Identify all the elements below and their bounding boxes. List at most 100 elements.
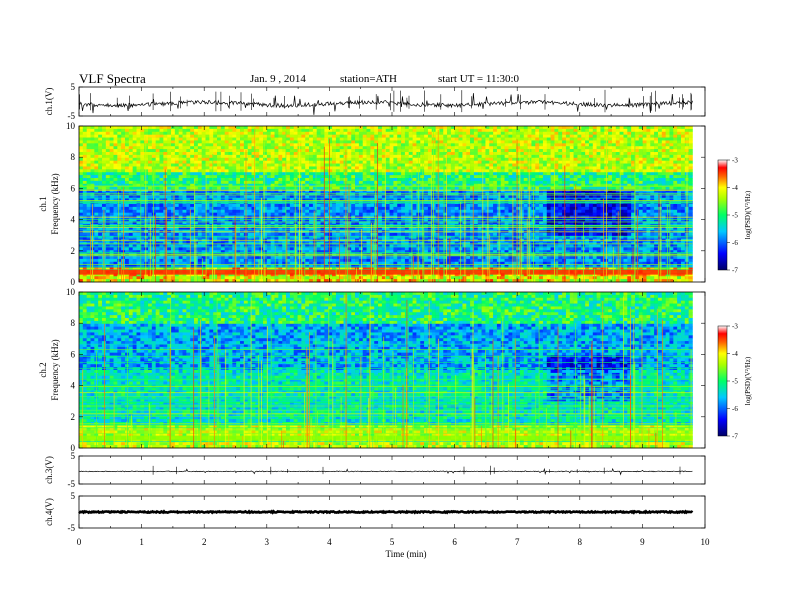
spectrogram-cell [251,134,256,138]
spectrogram-cell [404,178,410,182]
spectrogram-cell [167,244,172,248]
spectrogram-cell [335,244,341,248]
spectrogram-cell [401,258,406,263]
spectrogram-cell [197,247,202,251]
spectrogram-cell [347,131,352,135]
spectrogram-cell [105,166,110,170]
spectrogram-cell [243,146,248,150]
spectrogram-cell [125,198,130,202]
spectrogram-cell [220,189,225,193]
spectrogram-cell [404,160,410,164]
spectrogram-cell [266,221,272,225]
spectrogram-cell [305,247,310,251]
spectrogram-cell [155,256,160,260]
spectrogram-cell [171,209,176,213]
spectrogram-cell [378,247,383,251]
spectrogram-cell [420,180,425,185]
spectrogram-cell [366,256,371,260]
spectrogram-cell [362,218,367,222]
spectrogram-cell [404,250,410,254]
spectrogram-cell [232,172,237,176]
spectrogram-cell [174,126,179,130]
spectrogram-cell [205,137,210,141]
spectrogram-cell [94,264,99,268]
spectrogram-cell [324,178,329,182]
spectrogram-cell [209,218,214,222]
spectrogram-cell [151,152,156,156]
spectrogram-cell [362,172,367,176]
spectrogram-cell [259,131,264,135]
spectrogram-cell [151,227,156,231]
spectrogram-cell [144,195,149,199]
spectrogram-cell [393,183,398,187]
spectrogram-cell [320,134,325,138]
spectrogram-cell [424,195,429,199]
spectrogram-cell [82,160,87,164]
spectrogram-cell [420,256,425,260]
spectrogram-cell [328,137,333,141]
spectrogram-cell [209,227,214,231]
spectrogram-cell [320,180,325,185]
spectrogram-cell [282,247,287,251]
spectrogram-cell [347,149,352,153]
spectrogram-cell [370,169,375,173]
spectrogram-cell [289,131,295,135]
spectrogram-cell [186,279,191,283]
spectrogram-cell [301,244,306,248]
spectrogram-cell [209,154,214,159]
spectrogram-cell [240,166,245,170]
spectrogram-cell [324,172,329,176]
spectrogram-cell [259,195,264,199]
spectrogram-cell [408,186,413,190]
spectrogram-cell [335,192,341,196]
spectrogram-cell [286,160,291,164]
spectrogram-cell [98,189,103,193]
spectrogram-cell [236,227,241,231]
spectrogram-cell [251,172,256,176]
spectrogram-cell [125,154,130,159]
spectrogram-cell [355,250,360,254]
spectrogram-cell [125,221,130,225]
spectrogram-cell [109,137,114,141]
spectrogram-cell [90,195,95,199]
spectrogram-cell [171,169,176,173]
spectrogram-cell [171,183,176,187]
spectrogram-cell [174,128,179,133]
spectrogram-cell [316,175,321,179]
spectrogram-cell [201,143,206,147]
spectrogram-cell [259,183,264,187]
spectrogram-cell [171,256,176,260]
spectrogram-cell [128,209,133,213]
spectrogram-cell [289,273,295,277]
spectrogram-cell [178,175,183,179]
spectrogram-cell [366,273,371,277]
spectrogram-cell [236,198,241,202]
spectrogram-cell [190,140,195,144]
spectrogram-cell [282,128,287,133]
spectrogram-cell [320,154,325,159]
spectrogram-cell [282,166,287,170]
spectrogram-cell [397,189,402,193]
spectrogram-cell [393,154,398,159]
spectrogram-cell [167,206,172,211]
spectrogram-cell [186,264,191,268]
spectrogram-cell [197,235,202,239]
spectrogram-cell [397,134,402,138]
spectrogram-cell [151,189,156,193]
spectrogram-cell [366,131,371,135]
spectrogram-cell [243,128,248,133]
spectrogram-cell [389,250,394,254]
spectrogram-cell [113,154,118,159]
spectrogram-cell [140,189,145,193]
spectrogram-cell [105,140,110,144]
spectrogram-cell [197,264,202,268]
spectrogram-cell [328,258,333,263]
spectrogram-cell [362,175,367,179]
spectrogram-cell [86,261,91,265]
spectrogram-cell [240,169,245,173]
spectrogram-cell [224,276,229,280]
spectrogram-cell [209,128,214,133]
spectrogram-cell [213,146,218,150]
spectrogram-cell [362,258,367,263]
spectrogram-cell [370,134,375,138]
